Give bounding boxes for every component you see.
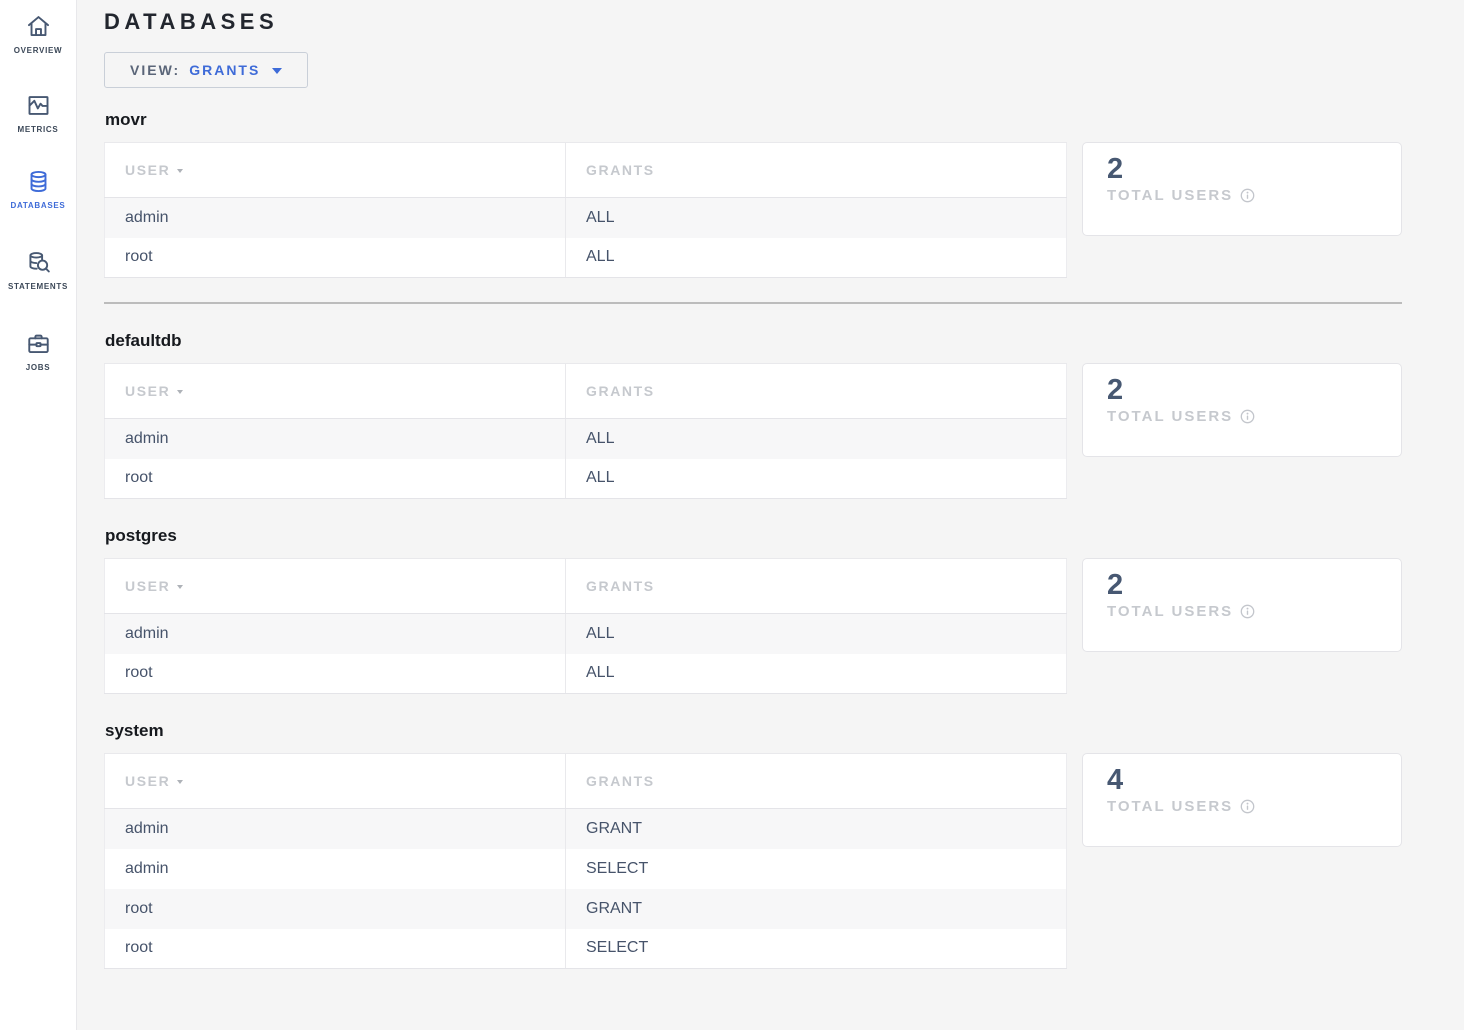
- total-users-label: TOTAL USERS: [1107, 187, 1377, 204]
- sort-caret-icon: [177, 169, 184, 173]
- user-cell: root: [125, 899, 153, 917]
- grants-table-row: root GRANT: [104, 888, 1067, 929]
- total-users-card: 4 TOTAL USERS: [1082, 753, 1402, 847]
- grants-cell: SELECT: [565, 928, 1067, 969]
- grants-table: USER GRANTS admin GRANT admin SELECT root GRA…: [104, 753, 1067, 969]
- total-users-count: 4: [1107, 764, 1124, 796]
- grants-table-row: admin SELECT: [105, 848, 1067, 889]
- user-cell: root: [104, 653, 566, 694]
- grants-table-header-row: USER GRANTS: [104, 558, 1067, 614]
- grants-cell: ALL: [565, 458, 1067, 499]
- total-users-label: TOTAL USERS: [1107, 408, 1377, 425]
- sidebar-item-overview[interactable]: OVERVIEW: [0, 13, 76, 55]
- grants-cell: ALL: [565, 197, 1067, 238]
- info-icon[interactable]: [1240, 799, 1255, 814]
- total-users-label: TOTAL USERS: [1107, 798, 1377, 815]
- sidebar-item-statements[interactable]: STATEMENTS: [0, 249, 76, 291]
- column-header-user[interactable]: USER: [104, 753, 566, 809]
- total-users-count: 2: [1107, 374, 1124, 406]
- database-name: movr: [105, 110, 147, 129]
- user-cell: root: [104, 928, 566, 969]
- database-section: postgres USER GRANTS admin ALL root ALL 2 T…: [104, 526, 1464, 694]
- main-content: DATABASES VIEW: GRANTS movr USER GRANTS …: [77, 0, 1464, 969]
- grants-table-row: admin ALL: [104, 418, 1067, 459]
- grants-cell: ALL: [565, 237, 1067, 278]
- user-cell: admin: [125, 624, 169, 642]
- view-dropdown-label: VIEW:: [130, 62, 181, 78]
- database-name: defaultdb: [105, 331, 182, 350]
- column-header-grants[interactable]: GRANTS: [565, 558, 1067, 614]
- database-name: postgres: [105, 526, 177, 545]
- user-cell: admin: [125, 429, 169, 447]
- sidebar-item-databases[interactable]: DATABASES: [0, 168, 76, 210]
- grants-table: USER GRANTS admin ALL root ALL: [104, 142, 1067, 278]
- grants-cell: ALL: [565, 653, 1067, 694]
- info-icon[interactable]: [1240, 409, 1255, 424]
- sidebar-item-label: STATEMENTS: [7, 282, 69, 291]
- sidebar-item-metrics[interactable]: METRICS: [0, 92, 76, 134]
- section-divider: [104, 302, 1402, 304]
- total-users-card: 2 TOTAL USERS: [1082, 363, 1402, 457]
- total-users-card: 2 TOTAL USERS: [1082, 558, 1402, 652]
- grants-table-row: root ALL: [104, 653, 1067, 694]
- grants-cell: SELECT: [565, 848, 1067, 889]
- grants-table-row: admin ALL: [104, 613, 1067, 654]
- database-section: system USER GRANTS admin GRANT admin SELECT…: [104, 721, 1464, 969]
- sort-caret-icon: [177, 390, 184, 394]
- total-users-label: TOTAL USERS: [1107, 603, 1377, 620]
- view-dropdown[interactable]: VIEW: GRANTS: [104, 52, 309, 88]
- total-users-count: 2: [1107, 569, 1124, 601]
- sort-caret-icon: [177, 585, 184, 589]
- user-cell: admin: [125, 859, 169, 877]
- database-section: movr USER GRANTS admin ALL root ALL 2 TOTAL…: [104, 110, 1464, 304]
- sidebar-item-label: DATABASES: [10, 201, 66, 210]
- user-cell: root: [104, 458, 566, 499]
- grants-table: USER GRANTS admin ALL root ALL: [104, 558, 1067, 694]
- grants-table-row: root ALL: [104, 458, 1067, 499]
- grants-cell: ALL: [565, 418, 1067, 459]
- view-dropdown-value: GRANTS: [189, 62, 261, 78]
- jobs-icon: [27, 334, 49, 354]
- grants-table-row: admin GRANT: [104, 808, 1067, 849]
- grants-table-row: root SELECT: [104, 928, 1067, 969]
- chevron-down-icon: [272, 68, 283, 74]
- column-header-grants[interactable]: GRANTS: [565, 753, 1067, 809]
- database-sections: movr USER GRANTS admin ALL root ALL 2 TOTAL…: [104, 110, 1464, 969]
- sidebar-item-jobs[interactable]: JOBS: [0, 330, 76, 372]
- home-icon: [27, 16, 49, 37]
- metrics-icon: [28, 96, 48, 115]
- grants-table-header-row: USER GRANTS: [104, 142, 1067, 198]
- info-icon[interactable]: [1240, 604, 1255, 619]
- user-cell: admin: [125, 819, 169, 837]
- user-cell: root: [104, 237, 566, 278]
- page-title: DATABASES: [104, 9, 279, 34]
- total-users-card: 2 TOTAL USERS: [1082, 142, 1402, 236]
- database-name: system: [105, 721, 164, 740]
- sidebar-item-label: METRICS: [17, 125, 59, 134]
- column-header-grants[interactable]: GRANTS: [565, 363, 1067, 419]
- info-icon[interactable]: [1240, 188, 1255, 203]
- sidebar: OVERVIEW METRICS DATABASES STATEMENTS: [0, 0, 77, 1030]
- grants-table-row: root ALL: [104, 237, 1067, 278]
- statements-icon: [28, 252, 50, 273]
- column-header-user[interactable]: USER: [104, 363, 566, 419]
- grants-cell: GRANT: [565, 888, 1067, 929]
- sort-caret-icon: [177, 780, 184, 784]
- user-cell: admin: [125, 208, 169, 226]
- grants-table-header-row: USER GRANTS: [104, 363, 1067, 419]
- total-users-count: 2: [1107, 153, 1124, 185]
- grants-table-row: admin ALL: [104, 197, 1067, 238]
- column-header-grants[interactable]: GRANTS: [565, 142, 1067, 198]
- database-section: defaultdb USER GRANTS admin ALL root ALL 2 …: [104, 331, 1464, 499]
- grants-cell: GRANT: [565, 808, 1067, 849]
- column-header-user[interactable]: USER: [104, 558, 566, 614]
- grants-table: USER GRANTS admin ALL root ALL: [104, 363, 1067, 499]
- databases-icon: [30, 170, 46, 193]
- column-header-user[interactable]: USER: [104, 142, 566, 198]
- sidebar-item-label: JOBS: [25, 363, 51, 372]
- grants-cell: ALL: [565, 613, 1067, 654]
- sidebar-item-label: OVERVIEW: [13, 46, 63, 55]
- grants-table-header-row: USER GRANTS: [104, 753, 1067, 809]
